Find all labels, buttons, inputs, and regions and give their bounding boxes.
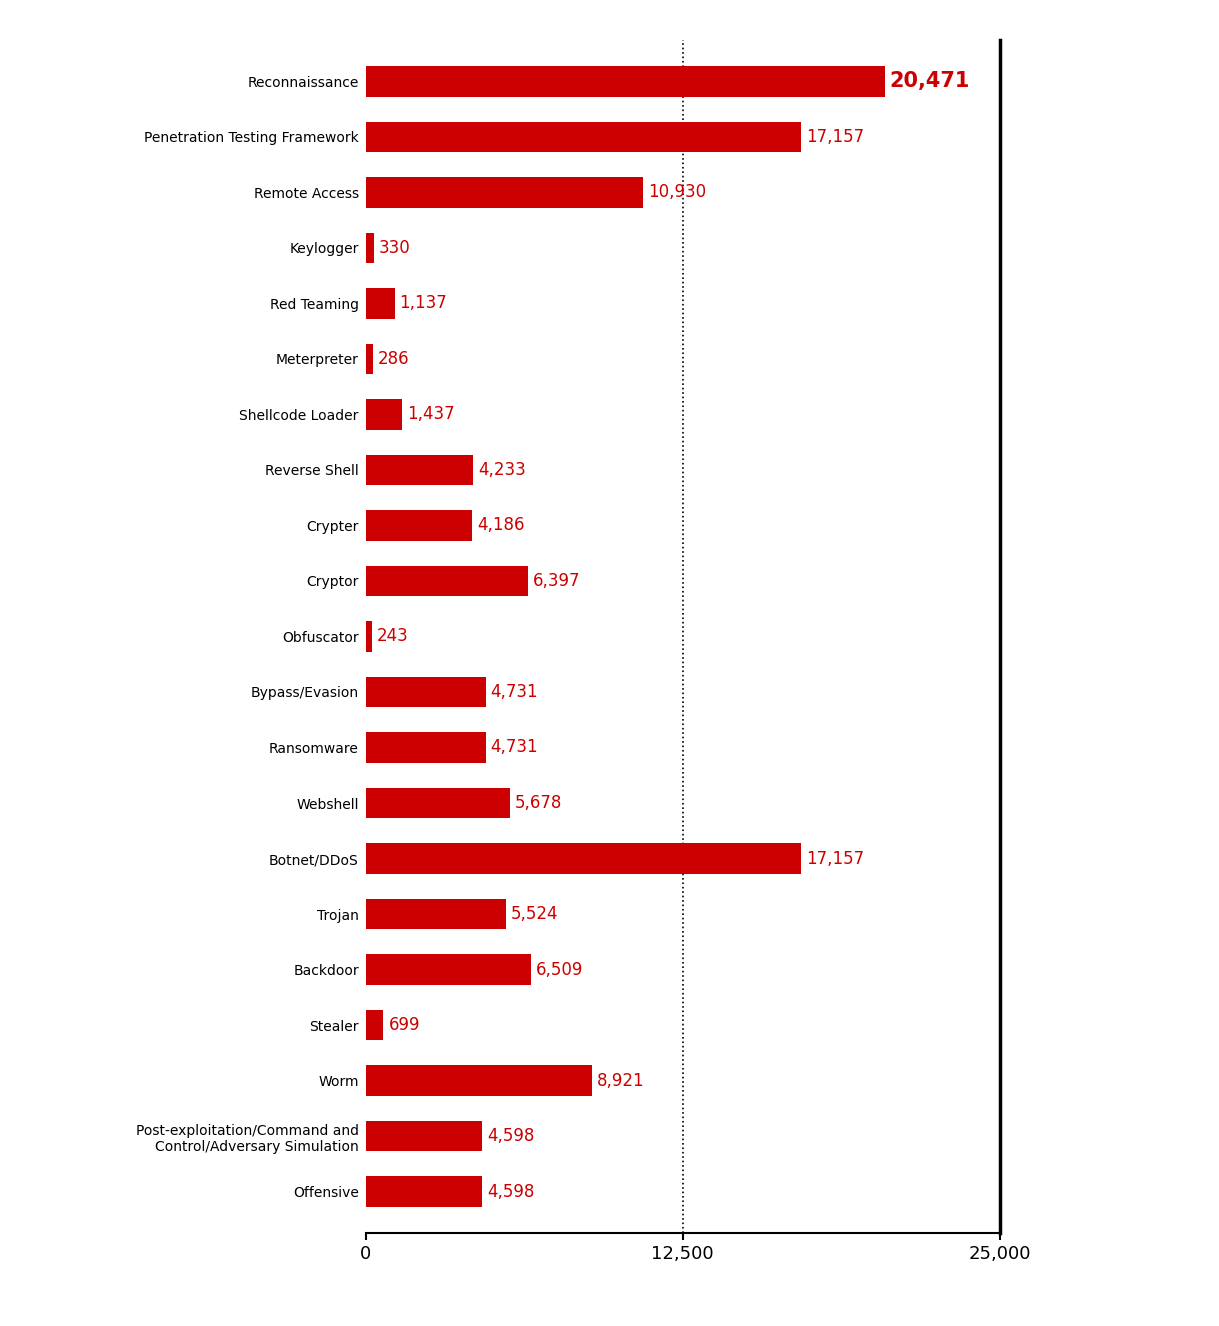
- Bar: [366, 621, 372, 652]
- Bar: [366, 122, 801, 152]
- Bar: [366, 343, 373, 374]
- Bar: [366, 788, 510, 818]
- Text: 286: 286: [378, 350, 410, 367]
- Text: 5,524: 5,524: [511, 906, 558, 923]
- Text: 10,930: 10,930: [649, 183, 706, 202]
- Text: 17,157: 17,157: [806, 127, 864, 146]
- Bar: [366, 232, 374, 263]
- Text: 4,233: 4,233: [478, 461, 525, 479]
- Text: 4,731: 4,731: [491, 739, 539, 757]
- Text: 1,137: 1,137: [400, 294, 447, 313]
- Bar: [366, 178, 642, 208]
- Text: 4,598: 4,598: [488, 1183, 535, 1200]
- Bar: [366, 399, 402, 430]
- Bar: [366, 511, 472, 541]
- Text: 699: 699: [389, 1016, 421, 1034]
- Text: 6,509: 6,509: [536, 960, 583, 979]
- Text: 243: 243: [377, 627, 408, 646]
- Text: 6,397: 6,397: [533, 572, 580, 590]
- Text: 8,921: 8,921: [597, 1071, 645, 1090]
- Bar: [366, 843, 801, 874]
- Bar: [366, 899, 506, 930]
- Text: 330: 330: [379, 239, 411, 257]
- Text: 17,157: 17,157: [806, 850, 864, 867]
- Bar: [366, 455, 473, 485]
- Bar: [366, 1176, 483, 1207]
- Bar: [366, 66, 885, 97]
- Text: 5,678: 5,678: [514, 794, 562, 812]
- Bar: [366, 676, 485, 707]
- Bar: [366, 1010, 384, 1041]
- Text: 1,437: 1,437: [407, 406, 455, 423]
- Text: 20,471: 20,471: [890, 72, 970, 91]
- Bar: [366, 566, 528, 597]
- Bar: [366, 955, 530, 985]
- Text: 4,731: 4,731: [491, 683, 539, 701]
- Bar: [366, 732, 485, 762]
- Bar: [366, 1120, 483, 1151]
- Bar: [366, 1065, 592, 1095]
- Text: 4,598: 4,598: [488, 1127, 535, 1146]
- Text: 4,186: 4,186: [477, 516, 524, 534]
- Bar: [366, 288, 395, 318]
